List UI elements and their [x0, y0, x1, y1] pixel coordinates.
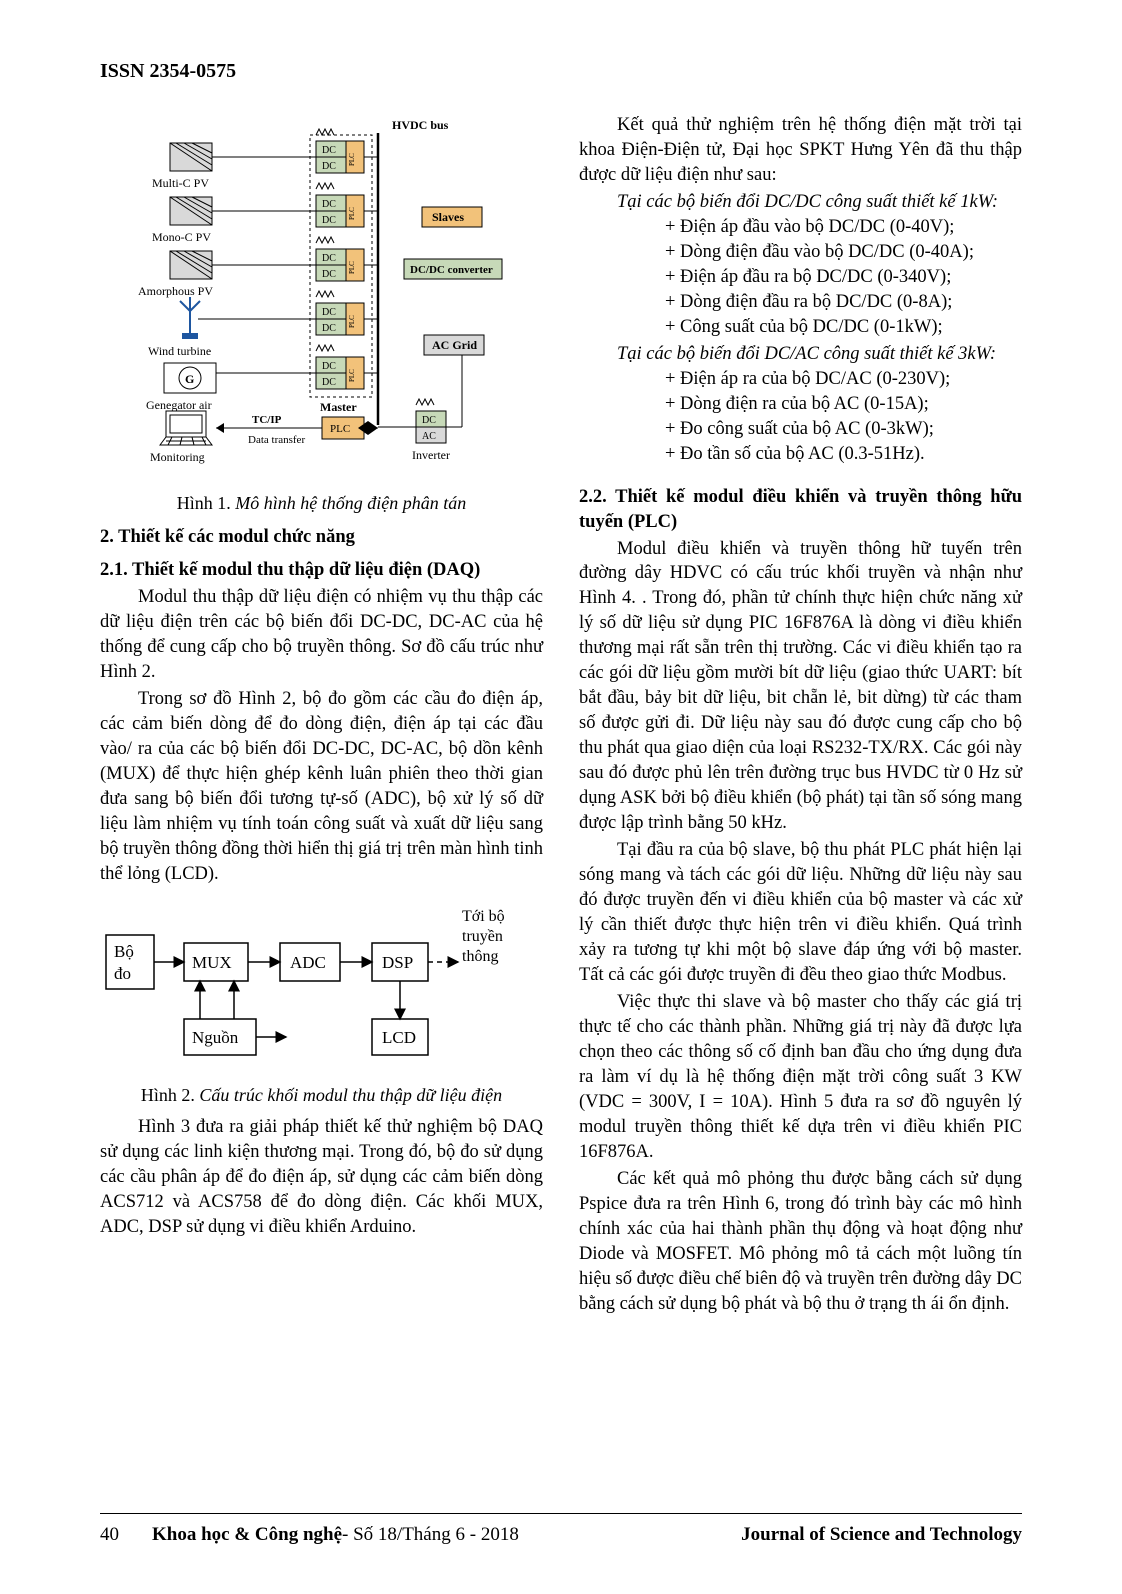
section-22-head: 2.2. Thiết kế modul điều khiển và truyền… [579, 485, 1022, 535]
wind-label: Wind turbine [148, 344, 211, 358]
list-2a: + Điện áp ra của bộ DC/AC (0-230V); [579, 367, 1022, 392]
fig2-caption-prefix: Hình 2. [141, 1085, 200, 1105]
hvdc-label: HVDC bus [392, 118, 449, 132]
dc-label: DC [322, 323, 336, 334]
para-22b: Tại đầu ra của bộ slave, bộ thu phát PLC… [579, 838, 1022, 988]
list-2b: + Dòng điện ra của bộ AC (0-15A); [579, 392, 1022, 417]
para-r1: Kết quả thử nghiệm trên hệ thống điện mặ… [579, 113, 1022, 188]
dc-label: DC [322, 199, 336, 210]
mux-label: MUX [192, 953, 232, 972]
para-21b: Trong sơ đồ Hình 2, bộ đo gồm các cầu đo… [100, 687, 543, 887]
list-1a: + Điện áp đầu vào bộ DC/DC (0-40V); [579, 215, 1022, 240]
plc-label: PLC [348, 207, 356, 220]
dc-inv-label: DC [422, 415, 436, 426]
dc-label: DC [322, 145, 336, 156]
plc-label: PLC [348, 369, 356, 382]
svg-text:Bộ: Bộ [114, 942, 134, 961]
laptop-icon [160, 411, 212, 445]
list-1e: + Công suất của bộ DC/DC (0-1kW); [579, 315, 1022, 340]
tcip-label: TC/IP [252, 414, 282, 426]
plc-master-label: PLC [330, 423, 350, 435]
ac-inv-label: AC [422, 431, 436, 442]
dc-label: DC [322, 253, 336, 264]
dcdc-label: DC/DC converter [410, 264, 493, 276]
monitor-label: Monitoring [150, 450, 205, 464]
monoc-label: Mono-C PV [152, 230, 211, 244]
fig2-caption: Hình 2. Cấu trúc khối modul thu thập dữ … [100, 1083, 543, 1107]
fig1-caption-italic: Mô hình hệ thống điện phân tán [235, 493, 466, 513]
list-2d: + Đo tần số của bộ AC (0.3-51Hz). [579, 442, 1022, 467]
lcd-label: LCD [382, 1028, 416, 1047]
page-number: 40 [100, 1524, 152, 1546]
plc-label: PLC [348, 153, 356, 166]
dsp-label: DSP [382, 953, 413, 972]
dc-label: DC [322, 361, 336, 372]
master-label: Master [320, 400, 357, 414]
footer-left-bold: Khoa học & Công nghệ [152, 1524, 342, 1546]
list-2c: + Đo công suất của bộ AC (0-3kW); [579, 417, 1022, 442]
para-22d: Các kết quả mô phỏng thu được bằng cách … [579, 1167, 1022, 1317]
para-21a: Modul thu thập dữ liệu điện có nhiệm vụ … [100, 585, 543, 685]
left-column: HVDC bus Multi-C PV DC DC PLC [100, 111, 543, 1317]
svg-text:truyền: truyền [462, 928, 503, 945]
adc-label: ADC [290, 953, 326, 972]
nguon-label: Nguồn [192, 1028, 239, 1047]
fig2-caption-italic: Cấu trúc khối modul thu thập dữ liệu điệ… [199, 1085, 502, 1105]
slaves-label: Slaves [432, 210, 464, 224]
amorph-label: Amorphous PV [138, 284, 213, 298]
para-21c: Hình 3 đưa ra giải pháp thiết kế thử ngh… [100, 1115, 543, 1240]
inverter-label: Inverter [412, 448, 450, 462]
dc-label: DC [322, 307, 336, 318]
acgrid-label: AC Grid [432, 338, 477, 352]
list-1d: + Dòng điện đầu ra bộ DC/DC (0-8A); [579, 290, 1022, 315]
plc-label: PLC [348, 315, 356, 328]
svg-text:Tới bộ: Tới bộ [462, 908, 505, 925]
fig2-svg: Bộ đo MUX ADC DSP Tới bộ truyền thông [100, 899, 530, 1069]
page-footer: 40 Khoa học & Công nghệ - Số 18/Tháng 6 … [100, 1513, 1022, 1546]
datatransfer-label: Data transfer [248, 434, 305, 446]
right-column: Kết quả thử nghiệm trên hệ thống điện mặ… [579, 111, 1022, 1317]
section-2-head: 2. Thiết kế các modul chức năng [100, 525, 543, 550]
fig1-caption-prefix: Hình 1. [177, 493, 236, 513]
para-22a: Modul điều khiển và truyền thông hữ tuyế… [579, 537, 1022, 837]
wind-icon [180, 297, 200, 339]
list-1b: + Dòng điện đầu vào bộ DC/DC (0-40A); [579, 240, 1022, 265]
issn-header: ISSN 2354-0575 [100, 60, 1022, 83]
plc-label: PLC [348, 261, 356, 274]
list-1c: + Điện áp đầu ra bộ DC/DC (0-340V); [579, 265, 1022, 290]
dc-label: DC [322, 215, 336, 226]
svg-text:thông: thông [462, 948, 498, 965]
para-r2: Tại các bộ biến đổi DC/DC công suất thiế… [579, 190, 1022, 215]
footer-left-normal: - Số 18/Tháng 6 - 2018 [342, 1524, 519, 1546]
dc-label: DC [322, 269, 336, 280]
fig1-svg: HVDC bus Multi-C PV DC DC PLC [132, 115, 512, 485]
section-21-head: 2.1. Thiết kế modul thu thập dữ liệu điệ… [100, 558, 543, 583]
figure-2: Bộ đo MUX ADC DSP Tới bộ truyền thông [100, 899, 543, 1107]
dc-label: DC [322, 377, 336, 388]
multic-label: Multi-C PV [152, 176, 209, 190]
figure-1: HVDC bus Multi-C PV DC DC PLC [100, 115, 543, 515]
genair-label: Genegator air [146, 398, 212, 412]
footer-right: Journal of Science and Technology [741, 1524, 1022, 1546]
fig1-caption: Hình 1. Mô hình hệ thống điện phân tán [100, 491, 543, 515]
para-r3: Tại các bộ biến đổi DC/AC công suất thiế… [579, 342, 1022, 367]
para-22c: Việc thực thi slave và bộ master cho thấ… [579, 990, 1022, 1165]
svg-text:đo: đo [114, 964, 131, 983]
dc-label: DC [322, 161, 336, 172]
g-label: G [185, 372, 194, 386]
